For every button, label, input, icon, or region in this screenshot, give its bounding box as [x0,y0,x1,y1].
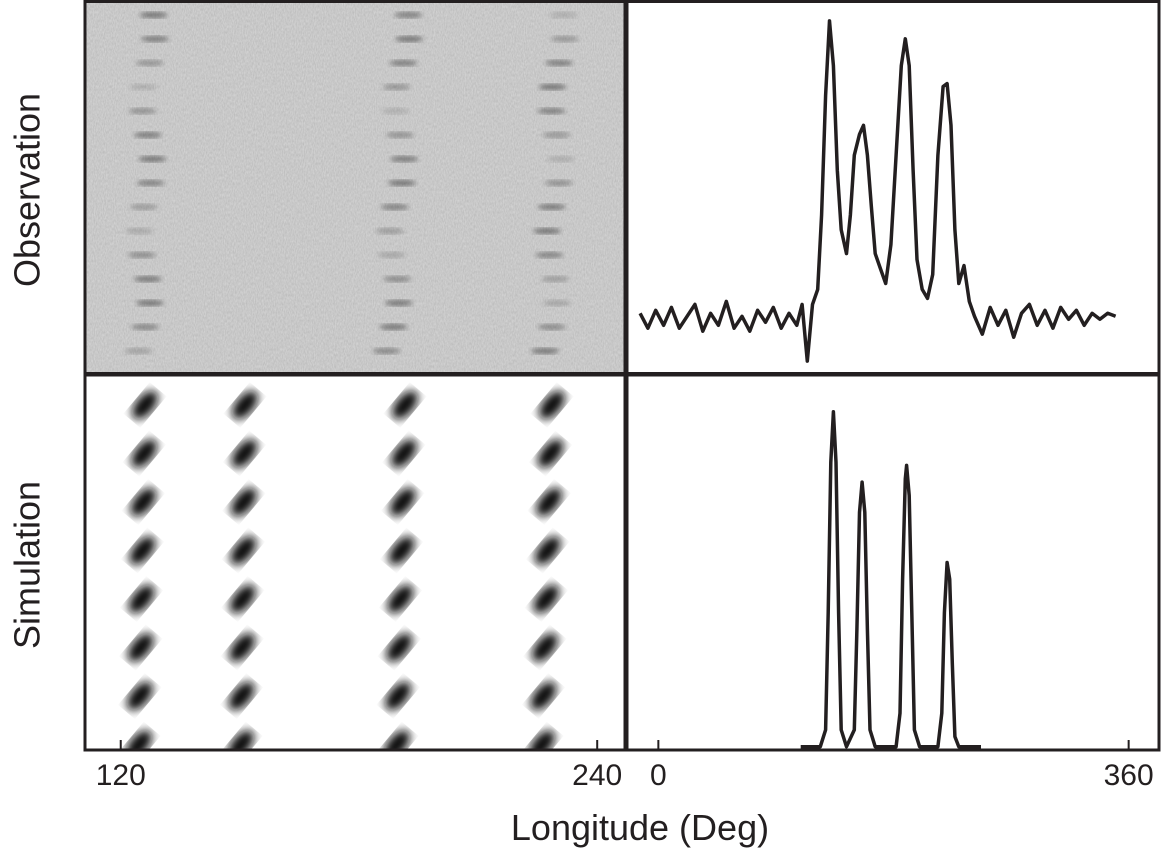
streak [127,252,156,258]
drift-blob [387,584,414,614]
drift-blob [533,584,560,614]
streak [542,300,571,306]
streak [135,60,164,66]
streak [377,252,406,258]
drift-blob [130,487,157,517]
x-tick-label: 240 [572,759,622,792]
streak [380,204,409,210]
streak [535,252,564,258]
drift-blob [529,730,555,750]
streak [394,12,423,18]
drift-blob [388,536,415,565]
streak [129,84,158,90]
streak [549,12,578,18]
drift-blob [230,536,257,565]
drift-blob [231,439,258,468]
streak [135,300,164,306]
streak [537,108,566,114]
drift-blob [539,390,565,420]
drift-blob [530,681,557,711]
drift-blob [128,584,155,614]
streak [537,324,566,330]
drift-blob [228,681,255,711]
streak [530,348,559,354]
streak [541,276,570,282]
drift-blob [537,439,564,468]
streak [372,348,401,354]
streak [133,276,162,282]
simulation-image [85,375,625,750]
drift-blob [389,487,416,517]
drift-blob [390,439,417,468]
streak [129,204,158,210]
streak [124,348,153,354]
streak [141,36,170,42]
row-label: Observation [7,93,48,287]
panel-frame [83,373,627,752]
drift-blob [536,487,563,517]
streak [546,156,575,162]
drift-blob [129,536,156,565]
streak [386,132,415,138]
row-label: Simulation [7,481,48,649]
streak [389,60,418,66]
streak [136,180,165,186]
streak [383,276,412,282]
streak [379,324,408,330]
streak [384,300,413,306]
drift-blob [228,730,254,750]
streak [390,156,419,162]
streak [537,204,566,210]
streak [544,180,573,186]
x-tick-label: 360 [1104,759,1154,792]
x-tick-label: 120 [96,759,146,792]
streak [542,132,571,138]
streak [125,228,154,234]
drift-blob [230,487,257,517]
profile-line [638,19,1117,363]
drift-blob [229,584,256,614]
drift-blob [126,681,153,711]
streak [375,228,404,234]
streak [395,36,424,42]
drift-blob [531,633,558,662]
drift-blob [385,681,412,711]
streak [545,60,574,66]
streak [128,108,157,114]
drift-blob [132,390,158,420]
panel-frame [625,373,1161,752]
drift-blob [126,730,152,750]
streak [538,84,567,90]
drift-blob [232,390,258,420]
streak [550,36,579,42]
streak [387,180,416,186]
drift-blob [386,633,413,662]
streak [131,324,160,330]
drift-blob [392,390,418,420]
x-axis-label: Longitude (Deg) [511,807,769,848]
drift-blob [384,730,410,750]
streak [133,132,162,138]
streak [138,156,167,162]
profile-line [800,410,981,749]
drift-blob [127,633,154,662]
streak [381,108,410,114]
x-tick-label: 0 [650,759,667,792]
observation-image [85,0,625,373]
drift-blob [131,439,158,468]
drift-blob [534,536,561,565]
drift-blob [229,633,256,662]
streak [139,12,168,18]
streak [382,84,411,90]
streak [533,228,562,234]
